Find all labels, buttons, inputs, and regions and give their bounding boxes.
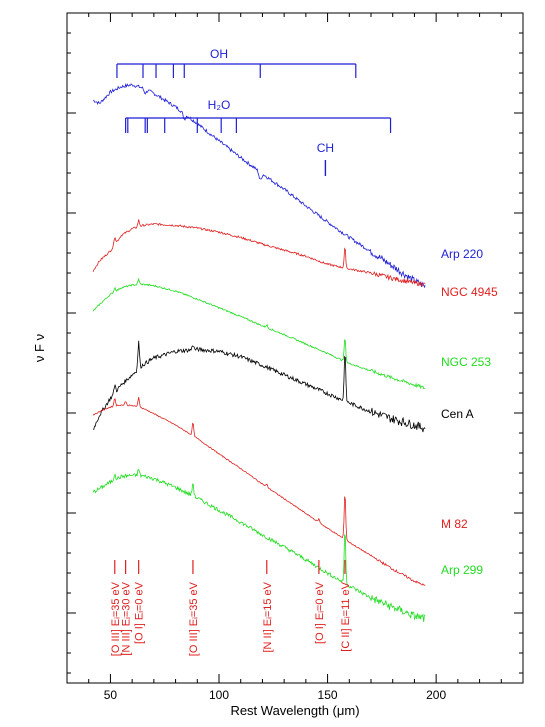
series-line [93,340,426,433]
series-labels: Arp 220 NGC 4945 NGC 253 Cen A M 82 Arp 299 [441,247,498,577]
series-line [92,219,426,287]
series-line [92,468,426,622]
plot-frame [66,12,524,684]
axis-ticks [66,12,524,683]
molecule-label: H₂O [208,98,231,112]
x-tick-label: 50 [104,688,118,702]
emission-label: [N II] Eᵢ=15 eV [262,581,274,652]
series-line [92,82,426,289]
molecule-label: CH [317,141,334,155]
molecule-markers: OH H₂O CH [116,47,392,176]
emission-label: [O I] Eᵢ=0 eV [134,581,146,644]
series-label: Arp 220 [441,247,483,261]
series-label: Arp 299 [441,563,483,577]
series-label: NGC 4945 [441,285,498,299]
x-tick-label: 150 [318,688,338,702]
series-label: NGC 253 [441,355,491,369]
emission-label: [O III] Eᵢ=35 eV [110,581,122,656]
emission-line-markers: [O III] Eᵢ=35 eV[N III] Eᵢ=30 eV [O I] Eᵢ… [110,560,352,656]
emission-label: [O I] Eᵢ=0 eV [314,581,326,644]
emission-label: [C II] Eᵢ=11 eV [340,581,352,651]
x-tick-label: 100 [209,688,229,702]
emission-label: [O III] Eᵢ=35 eV [188,581,200,656]
x-tick-labels: 50 100 150 200 [104,688,447,702]
spectra-series [92,82,426,622]
x-axis-label: Rest Wavelength (μm) [230,703,359,718]
series-line [92,397,426,586]
series-label: Cen A [441,407,474,421]
series-label: M 82 [441,517,468,531]
x-tick-label: 200 [426,688,446,702]
molecule-label: OH [210,47,228,61]
y-axis-label: ν F ν [32,334,47,362]
series-line [92,277,426,390]
emission-label: [N III] Eᵢ=30 eV [121,581,133,655]
